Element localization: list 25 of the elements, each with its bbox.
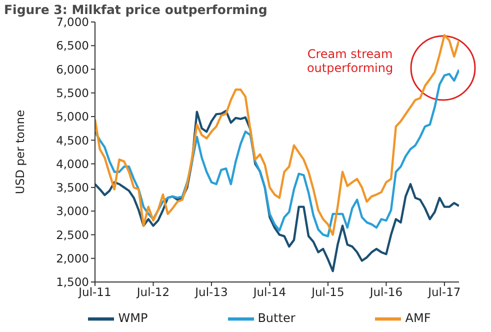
y-tick-label: 2,500 — [56, 228, 89, 242]
x-tick-label: Jul-14 — [252, 285, 286, 300]
chart-title: Figure 3: Milkfat price outperforming — [4, 2, 268, 17]
x-tick-label: Jul-13 — [194, 285, 228, 300]
legend-label: WMP — [118, 311, 148, 326]
y-tick-label: 4,500 — [56, 133, 89, 148]
y-tick-label: 6,000 — [56, 62, 89, 76]
y-tick-label: 3,500 — [56, 180, 89, 195]
y-tick-label: 3,000 — [56, 204, 89, 218]
x-tick-label: Jul-12 — [136, 285, 170, 300]
x-tick-label: Jul-17 — [427, 285, 461, 300]
y-tick-label: 4,000 — [56, 156, 89, 171]
y-axis-title: USD per tonne — [13, 110, 28, 194]
y-tick-label: 7,000 — [56, 15, 89, 30]
y-tick-label: 5,500 — [56, 86, 89, 100]
annotation: Cream stream outperforming — [306, 47, 394, 75]
x-tick-label: Jul-16 — [368, 285, 403, 300]
legend-label: AMF — [405, 311, 431, 326]
y-tick-label: 2,000 — [56, 251, 89, 266]
line-series — [95, 110, 459, 272]
legend-label: Butter — [258, 311, 296, 326]
y-tick-label: 5,000 — [56, 110, 89, 124]
x-tick-label: Jul-15 — [310, 285, 344, 300]
line-series — [95, 34, 459, 236]
y-tick-label: 6,500 — [56, 38, 89, 53]
